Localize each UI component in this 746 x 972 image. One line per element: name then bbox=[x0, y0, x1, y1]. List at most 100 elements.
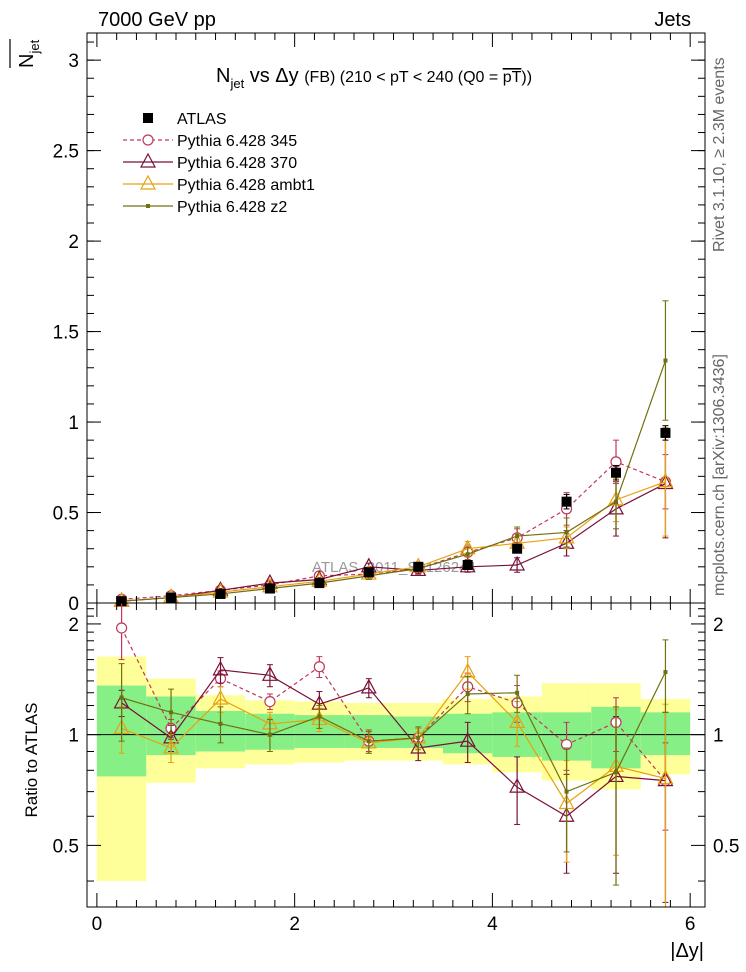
data-point bbox=[166, 592, 177, 603]
top-ylabel-sub: jet bbox=[27, 39, 42, 54]
top-y-tick-label: 2.5 bbox=[53, 142, 79, 163]
title-mid: vs Δy bbox=[244, 65, 304, 87]
header-right-text: Jets bbox=[654, 9, 691, 31]
title-overline: pT bbox=[503, 69, 522, 86]
legend: ATLAS Pythia 6.428 345 Pythia 6.428 370 Pyt… bbox=[123, 111, 315, 216]
data-point bbox=[313, 661, 325, 673]
data-point bbox=[512, 543, 523, 554]
legend-label: Pythia 6.428 345 bbox=[177, 133, 297, 150]
data-point bbox=[561, 496, 572, 507]
data-point bbox=[416, 735, 421, 740]
legend-label: Pythia 6.428 370 bbox=[177, 155, 297, 172]
data-point bbox=[462, 560, 473, 570]
data-point bbox=[564, 530, 569, 535]
ratio-series bbox=[118, 639, 669, 886]
data-point bbox=[465, 691, 470, 696]
top-series-line bbox=[121, 483, 666, 602]
x-tick-label: 6 bbox=[685, 914, 696, 935]
data-point bbox=[465, 552, 470, 557]
top-y-tick-label: 1 bbox=[68, 413, 79, 434]
data-point bbox=[509, 555, 526, 571]
ratio-series-line bbox=[121, 627, 666, 782]
x-tick-label: 2 bbox=[289, 914, 300, 935]
data-point bbox=[663, 358, 668, 363]
data-point bbox=[660, 427, 671, 438]
top-series bbox=[113, 428, 674, 607]
data-point bbox=[139, 152, 157, 168]
data-point bbox=[611, 467, 622, 478]
data-point bbox=[218, 721, 223, 726]
x-tick-label: 4 bbox=[487, 914, 498, 935]
top-y-tick-label: 0 bbox=[68, 594, 79, 615]
title-paren: (FB) (210 < pT < 240 (Q0 = bbox=[304, 69, 502, 86]
legend-entry: Pythia 6.428 ambt1 bbox=[123, 174, 315, 194]
ratio-series-line bbox=[121, 671, 666, 805]
legend-label: Pythia 6.428 ambt1 bbox=[177, 177, 315, 194]
data-point bbox=[614, 770, 619, 775]
data-point bbox=[146, 204, 150, 208]
data-point bbox=[657, 769, 674, 785]
title-main: N bbox=[216, 65, 230, 87]
legend-entry: ATLAS bbox=[143, 111, 227, 128]
title-close: )) bbox=[521, 69, 532, 86]
data-point bbox=[264, 695, 276, 708]
top-ylabel: Njet bbox=[9, 39, 42, 68]
legend-label: ATLAS bbox=[177, 111, 227, 128]
top-y-tick-label: 3 bbox=[68, 51, 79, 72]
data-point bbox=[116, 622, 128, 634]
ratio-y-tick-label-left: 2 bbox=[68, 615, 79, 636]
rivet-side-label: Rivet 3.1.10, ≥ 2.3M events bbox=[711, 57, 728, 252]
data-point bbox=[169, 710, 174, 715]
legend-entry: Pythia 6.428 345 bbox=[123, 133, 297, 150]
data-point bbox=[139, 174, 157, 190]
top-y-tick-label: 0.5 bbox=[53, 504, 79, 525]
ratio-y-tick-label-right: 2 bbox=[713, 615, 724, 636]
ratio-series-line bbox=[121, 669, 666, 817]
data-point bbox=[657, 472, 674, 488]
data-point bbox=[410, 738, 427, 754]
ratio-y-tick-label-left: 0.5 bbox=[53, 836, 79, 857]
data-point bbox=[116, 596, 127, 607]
data-point bbox=[509, 777, 526, 793]
ratio-ylabel: Ratio to ATLAS bbox=[22, 703, 41, 818]
data-point bbox=[261, 666, 278, 681]
data-point bbox=[142, 134, 154, 146]
ratio-series-line bbox=[121, 671, 666, 793]
data-point bbox=[163, 738, 180, 754]
data-point bbox=[363, 567, 374, 578]
top-series bbox=[118, 300, 669, 604]
legend-entry: Pythia 6.428 z2 bbox=[123, 199, 287, 216]
data-point bbox=[212, 660, 229, 676]
data-point bbox=[360, 678, 377, 694]
ratio-y-tick-label-left: 1 bbox=[68, 726, 79, 747]
data-point bbox=[614, 499, 619, 504]
header-left-text: 7000 GeV pp bbox=[98, 9, 216, 31]
data-point bbox=[314, 578, 325, 589]
data-point bbox=[459, 731, 476, 747]
data-point bbox=[509, 713, 526, 728]
top-y-tick-label: 1.5 bbox=[53, 323, 79, 344]
ratio-y-tick-label-right: 1 bbox=[713, 726, 724, 747]
data-point bbox=[564, 789, 569, 794]
data-point bbox=[366, 739, 371, 744]
top-plot-title: Njet vs Δy (FB) (210 < pT < 240 (Q0 = pT… bbox=[216, 65, 532, 91]
top-series bbox=[116, 425, 671, 607]
data-point bbox=[267, 732, 272, 737]
top-series-line bbox=[121, 481, 666, 602]
ratio-plot-frame bbox=[86, 602, 706, 908]
top-series bbox=[113, 426, 674, 607]
data-point bbox=[413, 561, 424, 572]
data-point bbox=[143, 113, 153, 123]
data-point bbox=[212, 689, 229, 705]
data-point bbox=[264, 583, 275, 594]
mcplots-side-label: mcplots.cern.ch [arXiv:1306.3436] bbox=[711, 354, 728, 596]
data-point bbox=[317, 714, 322, 719]
x-tick-label: 0 bbox=[92, 914, 103, 935]
legend-entry: Pythia 6.428 370 bbox=[123, 152, 297, 172]
data-point bbox=[119, 695, 124, 700]
top-ylabel-main: N bbox=[16, 54, 38, 68]
data-point bbox=[515, 690, 520, 695]
data-point bbox=[663, 670, 668, 675]
title-main-sub: jet bbox=[229, 76, 244, 91]
